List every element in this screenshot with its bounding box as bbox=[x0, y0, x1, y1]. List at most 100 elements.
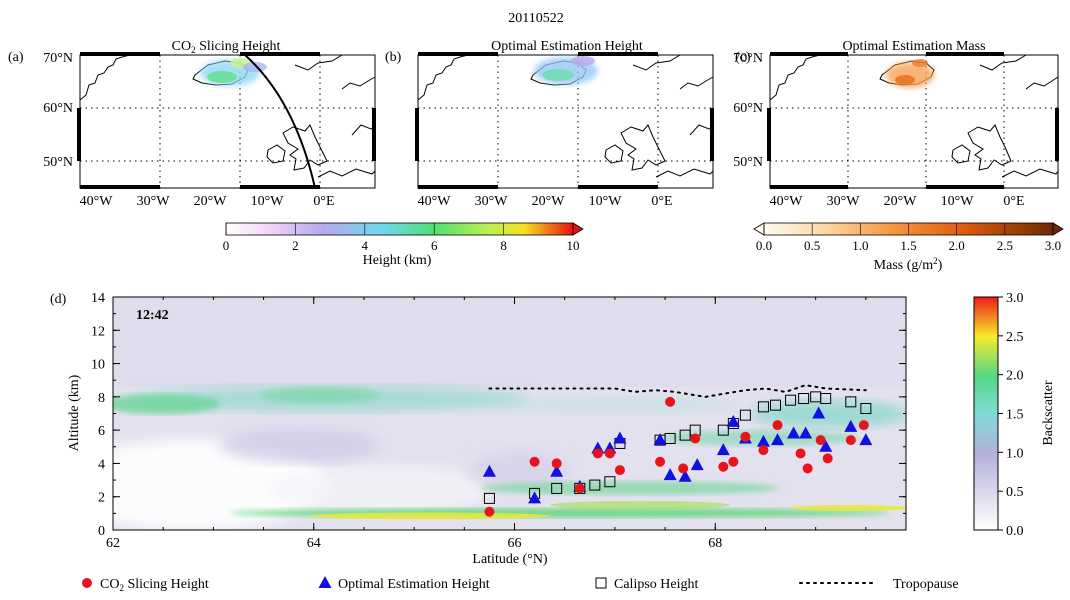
lon-label: 0°E bbox=[651, 194, 672, 209]
optimal-estimation-point bbox=[756, 434, 770, 447]
lon-label: 30°W bbox=[827, 194, 861, 209]
lon-label: 30°W bbox=[137, 194, 171, 209]
lon-label: 20°W bbox=[884, 194, 918, 209]
panel-c: (c) Optimal Estimation Mass bbox=[735, 39, 1059, 189]
mass-colorbar-extend-arrow bbox=[753, 222, 765, 236]
co2-slicing-point bbox=[802, 463, 813, 474]
optimal-estimation-point bbox=[819, 439, 833, 452]
calipso-point bbox=[798, 393, 810, 405]
lat-label: 60°N bbox=[43, 101, 73, 116]
height-colorbar-tick-label: 2 bbox=[292, 238, 299, 253]
map-cloud-heights bbox=[534, 56, 598, 85]
backscatter-colorbar-tick-label: 2.5 bbox=[1006, 330, 1024, 345]
backscatter-colorbar-ticks: 0.0 0.5 1.0 1.5 2.0 2.5 3.0 bbox=[998, 291, 1024, 539]
calipso-point bbox=[717, 424, 729, 436]
x-tick-label: 62 bbox=[106, 536, 120, 551]
optimal-estimation-point bbox=[799, 426, 813, 439]
lat-label: 50°N bbox=[43, 155, 73, 170]
co2-slicing-point bbox=[795, 448, 806, 459]
lon-label: 20°W bbox=[532, 194, 566, 209]
height-colorbar-tick-label: 8 bbox=[500, 238, 507, 253]
y-tick-label: 12 bbox=[91, 324, 105, 339]
optimal-estimation-point bbox=[528, 491, 542, 504]
lon-label: 10°W bbox=[941, 194, 975, 209]
lon-label: 10°W bbox=[589, 194, 623, 209]
co2-slicing-point bbox=[484, 506, 495, 517]
tropopause-line bbox=[488, 384, 867, 398]
mass-colorbar-tick-label: 2.5 bbox=[997, 238, 1013, 253]
lon-label: 0°E bbox=[313, 194, 334, 209]
calipso-point bbox=[664, 432, 676, 444]
panel-c-letter: (c) bbox=[735, 50, 751, 65]
optimal-estimation-point bbox=[613, 431, 627, 444]
legend-label: CO2 Slicing Height bbox=[100, 577, 209, 593]
panel-a-letter: (a) bbox=[8, 50, 24, 65]
lon-label: 40°W bbox=[418, 194, 452, 209]
calipso-point bbox=[860, 403, 872, 415]
mass-colorbar-label: Mass (g/m2) bbox=[874, 256, 943, 273]
optimal-estimation-point bbox=[726, 414, 740, 427]
height-colorbar: 0 2 4 6 8 10 Height (km) bbox=[223, 222, 584, 268]
x-tick-label: 66 bbox=[508, 536, 522, 551]
calipso-point bbox=[770, 399, 782, 411]
y-tick-label: 2 bbox=[98, 491, 105, 506]
optimal-estimation-point bbox=[482, 464, 496, 477]
lon-label: 10°W bbox=[251, 194, 285, 209]
height-colorbar-gradient bbox=[225, 222, 574, 236]
co2-slicing-point bbox=[772, 420, 783, 431]
lon-label: 20°W bbox=[194, 194, 228, 209]
backscatter-colorbar-tick-label: 2.0 bbox=[1006, 369, 1024, 384]
co2-slicing-point bbox=[822, 453, 833, 464]
panel-b-title: Optimal Estimation Height bbox=[491, 39, 643, 54]
mass-colorbar-tick-label: 3.0 bbox=[1045, 238, 1061, 253]
mass-colorbar-extend-arrow bbox=[1052, 222, 1064, 236]
optimal-estimation-point bbox=[678, 469, 692, 482]
height-colorbar-tick-label: 4 bbox=[362, 238, 369, 253]
panel-c-map bbox=[767, 52, 1059, 189]
mass-colorbar-tick-label: 2.0 bbox=[949, 238, 965, 253]
legend-label: Tropopause bbox=[893, 577, 959, 592]
legend-label: Optimal Estimation Height bbox=[338, 577, 490, 592]
panel-a-map bbox=[77, 52, 376, 189]
mass-colorbar-tick-label: 1.5 bbox=[900, 238, 916, 253]
co2-slicing-point bbox=[551, 458, 562, 469]
calipso-point bbox=[551, 482, 563, 494]
co2-slicing-point bbox=[665, 396, 676, 407]
backscatter-colorbar-gradient bbox=[973, 296, 999, 531]
height-colorbar-ticks: 0 2 4 6 8 10 bbox=[223, 223, 580, 253]
co2-slicing-point bbox=[655, 456, 666, 467]
calipso-point bbox=[785, 394, 797, 406]
legend-label: Calipso Height bbox=[614, 577, 698, 592]
calipso-track bbox=[244, 54, 316, 189]
optimal-estimation-point bbox=[844, 419, 858, 432]
optimal-estimation-point bbox=[716, 443, 730, 456]
map-frame-bars bbox=[77, 52, 376, 189]
co2-slicing-point bbox=[758, 445, 769, 456]
mass-colorbar-tick-label: 0.5 bbox=[804, 238, 820, 253]
x-tick-label: 68 bbox=[708, 536, 722, 551]
map-cloud-heights bbox=[200, 58, 267, 86]
calipso-point bbox=[820, 393, 832, 405]
panel-d-ylabel: Altitude (km) bbox=[67, 374, 82, 451]
y-tick-label: 14 bbox=[91, 291, 105, 306]
legend-square-swatch bbox=[595, 577, 607, 589]
legend-circle-swatch bbox=[82, 578, 92, 588]
lat-label: 70°N bbox=[733, 51, 763, 66]
y-tick-label: 8 bbox=[98, 391, 105, 406]
lon-label: 40°W bbox=[80, 194, 114, 209]
co2-slicing-point bbox=[858, 420, 869, 431]
y-tick-label: 0 bbox=[98, 524, 105, 539]
height-colorbar-extend-arrow bbox=[572, 222, 584, 236]
mass-colorbar-tick-label: 0.0 bbox=[756, 238, 772, 253]
lon-label: 40°W bbox=[770, 194, 804, 209]
lon-label: 30°W bbox=[475, 194, 509, 209]
optimal-estimation-point bbox=[653, 433, 667, 446]
y-tick-label: 4 bbox=[98, 457, 105, 472]
panel-b-map bbox=[415, 52, 714, 189]
backscatter-colorbar-tick-label: 0.0 bbox=[1006, 524, 1024, 539]
co2-slicing-point bbox=[574, 483, 585, 494]
figure-date: 20110522 bbox=[508, 11, 563, 26]
lat-label: 60°N bbox=[733, 101, 763, 116]
calipso-point bbox=[757, 401, 769, 413]
